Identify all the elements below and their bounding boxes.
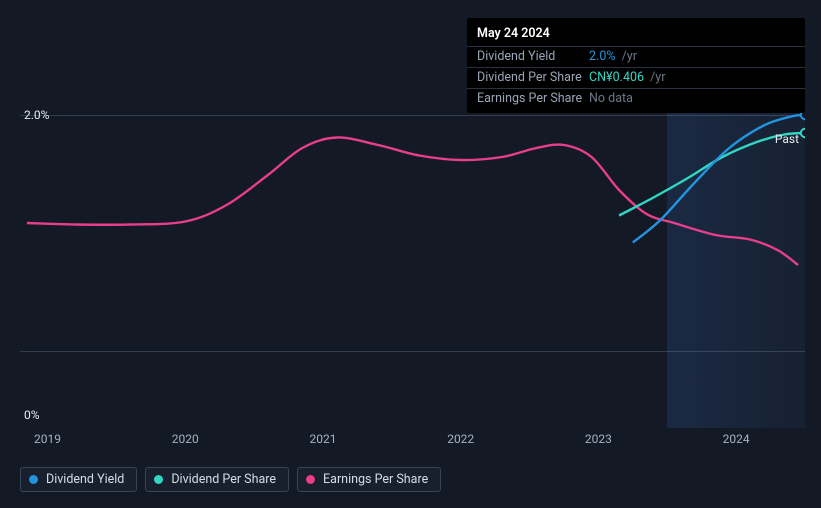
legend-swatch-icon	[306, 475, 315, 484]
tooltip-label: Dividend Per Share	[477, 70, 589, 86]
x-axis-tick: 2021	[309, 432, 336, 446]
hover-tooltip: May 24 2024 Dividend Yield 2.0% /yr Divi…	[467, 18, 805, 113]
tooltip-row-earnings-per-share: Earnings Per Share No data	[467, 88, 805, 109]
x-axis-tick: 2022	[447, 432, 474, 446]
x-axis-tick: 2020	[172, 432, 199, 446]
legend-item-dividend-yield[interactable]: Dividend Yield	[20, 467, 137, 492]
legend-swatch-icon	[29, 475, 38, 484]
x-axis-tick: 2023	[585, 432, 612, 446]
chart-svg	[20, 108, 805, 428]
tooltip-value: 2.0% /yr	[589, 49, 795, 65]
tooltip-value: CN¥0.406 /yr	[589, 70, 795, 86]
legend-label: Dividend Yield	[46, 472, 124, 487]
legend: Dividend Yield Dividend Per Share Earnin…	[20, 467, 441, 492]
plot-area[interactable]: Past	[20, 108, 805, 428]
tooltip-date: May 24 2024	[467, 24, 805, 46]
chart-area: Past 2.0% 0%	[20, 108, 805, 428]
legend-label: Dividend Per Share	[171, 472, 276, 487]
past-badge: Past	[775, 132, 799, 146]
tooltip-value: No data	[589, 91, 795, 107]
legend-item-earnings-per-share[interactable]: Earnings Per Share	[297, 467, 441, 492]
series-end-marker-icon	[801, 129, 805, 137]
x-axis: 2019 2020 2021 2022 2023 2024	[20, 432, 805, 450]
legend-swatch-icon	[154, 475, 163, 484]
x-axis-tick: 2024	[723, 432, 750, 446]
tooltip-row-dividend-per-share: Dividend Per Share CN¥0.406 /yr	[467, 67, 805, 88]
series-earnings_per_share	[27, 137, 798, 265]
legend-label: Earnings Per Share	[323, 472, 428, 487]
x-axis-tick: 2019	[34, 432, 61, 446]
legend-item-dividend-per-share[interactable]: Dividend Per Share	[145, 467, 289, 492]
tooltip-label: Dividend Yield	[477, 49, 589, 65]
tooltip-label: Earnings Per Share	[477, 91, 589, 107]
tooltip-row-dividend-yield: Dividend Yield 2.0% /yr	[467, 46, 805, 67]
